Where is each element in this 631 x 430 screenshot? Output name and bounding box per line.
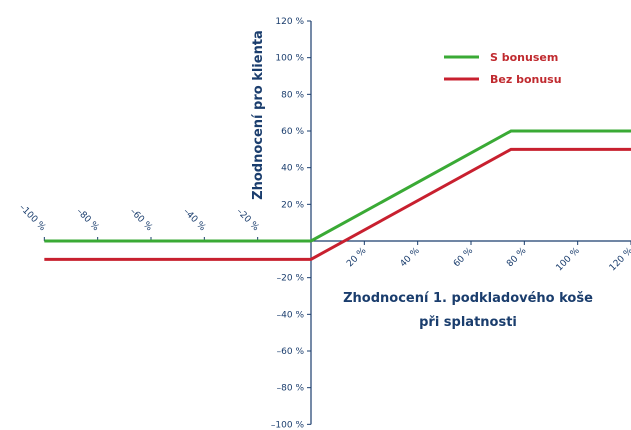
x-tick-label: 20 %	[345, 246, 369, 270]
y-tick-label: –60 %	[277, 347, 305, 357]
y-tick-label: –40 %	[277, 310, 305, 320]
y-tick-label: 20 %	[281, 200, 304, 210]
legend-label: Bez bonusu	[490, 73, 562, 86]
y-tick-label: –100 %	[271, 420, 305, 430]
y-tick-label: –80 %	[277, 384, 305, 394]
series-line-s-bonusem	[44, 129, 631, 243]
y-tick-label: 40 %	[281, 164, 304, 174]
x-tick-label: 120 %	[608, 246, 631, 274]
y-tick-label: 80 %	[281, 90, 304, 100]
x-tick-label: 100 %	[554, 246, 582, 274]
series-line-bez-bonusu	[44, 147, 631, 261]
x-axis-title-line1: Zhodnocení 1. podkladového koše	[343, 291, 593, 306]
y-axis-title: Zhodnocení pro klienta	[251, 30, 266, 200]
x-tick-label: –20 %	[234, 207, 261, 234]
x-tick-label: –60 %	[128, 207, 155, 234]
x-tick-label: –80 %	[74, 207, 101, 234]
legend-label: S bonusem	[490, 51, 558, 64]
x-tick-label: –40 %	[181, 207, 208, 234]
y-tick-label: 100 %	[275, 54, 304, 64]
y-tick-label: 60 %	[281, 127, 304, 137]
x-tick-label: 80 %	[505, 246, 529, 270]
x-axis-title-line2: při splatnosti	[419, 315, 517, 330]
x-tick-label: 60 %	[452, 246, 476, 270]
y-tick-label: 120 %	[275, 17, 304, 27]
x-tick-label: –100 %	[17, 203, 48, 234]
x-tick-label: 40 %	[399, 246, 423, 270]
y-tick-label: –20 %	[277, 274, 305, 284]
